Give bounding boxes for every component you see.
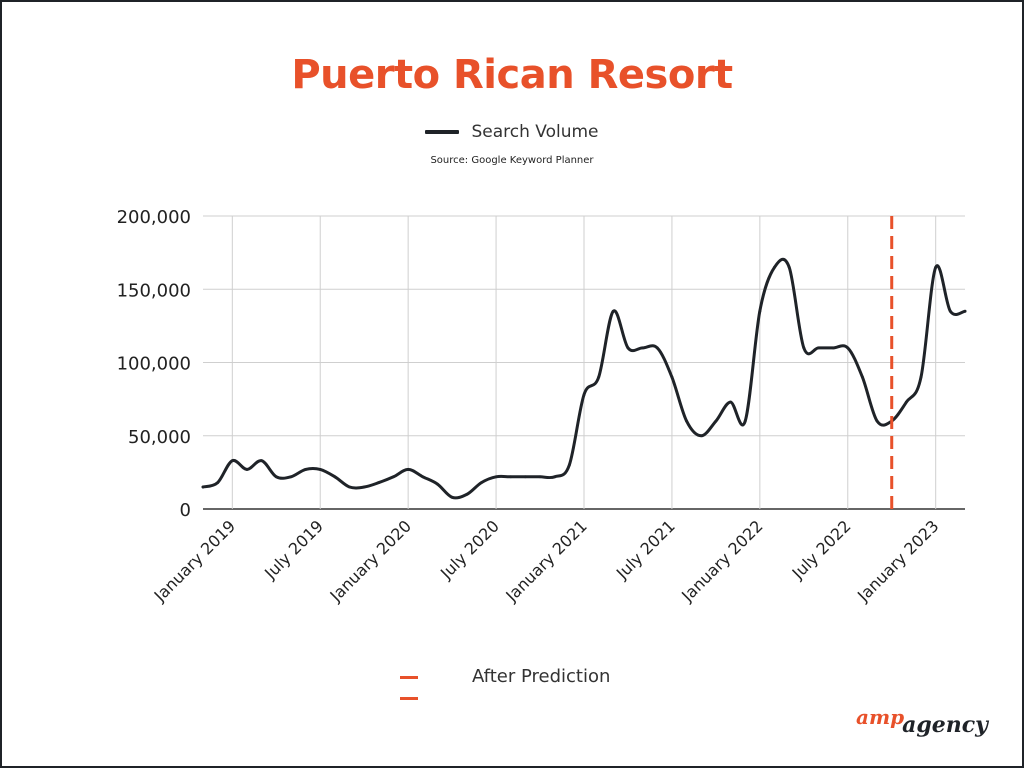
data-point bbox=[377, 481, 381, 485]
y-tick-label: 0 bbox=[180, 500, 191, 521]
data-point bbox=[919, 375, 923, 379]
data-point bbox=[831, 346, 835, 350]
data-point bbox=[714, 419, 718, 423]
legend-series-label: Search Volume bbox=[471, 122, 599, 142]
data-point bbox=[406, 468, 410, 471]
data-point bbox=[289, 475, 293, 479]
data-point bbox=[304, 468, 307, 471]
x-tick-label: July 2019 bbox=[260, 516, 327, 583]
data-point bbox=[670, 375, 674, 379]
data-point bbox=[802, 346, 806, 350]
data-point bbox=[421, 475, 425, 479]
x-tick-label: July 2020 bbox=[436, 516, 503, 583]
data-point bbox=[436, 482, 439, 486]
logo-agency: agency bbox=[902, 712, 988, 738]
data-point bbox=[699, 434, 703, 438]
data-point bbox=[260, 459, 264, 463]
chart-source: Source: Google Keyword Planner bbox=[430, 155, 594, 166]
data-point bbox=[201, 485, 205, 489]
data-point bbox=[948, 309, 952, 313]
data-point bbox=[626, 346, 630, 350]
data-point bbox=[274, 475, 278, 479]
data-point bbox=[904, 400, 908, 404]
data-point bbox=[245, 468, 249, 471]
legend-dash-swatch bbox=[400, 675, 448, 700]
data-point bbox=[773, 265, 776, 269]
legend-line-swatch bbox=[425, 130, 460, 134]
data-point bbox=[611, 309, 615, 313]
data-point bbox=[787, 265, 791, 269]
data-point bbox=[480, 481, 483, 485]
amp-agency-logo: ampagency bbox=[856, 704, 988, 738]
data-point bbox=[963, 309, 967, 313]
data-point bbox=[641, 346, 645, 350]
data-point bbox=[553, 475, 557, 479]
data-point bbox=[934, 265, 938, 269]
x-tick-label: January 2022 bbox=[677, 516, 766, 605]
logo-amp: amp bbox=[856, 705, 905, 729]
data-point bbox=[494, 475, 498, 479]
data-point bbox=[743, 419, 747, 423]
legend-search-volume: Search Volume bbox=[2, 122, 1022, 142]
data-point bbox=[392, 475, 395, 479]
x-tick-label: January 2023 bbox=[853, 516, 942, 605]
data-point bbox=[230, 459, 234, 463]
data-point bbox=[465, 492, 469, 496]
data-point bbox=[523, 475, 527, 479]
x-tick-label: July 2022 bbox=[788, 516, 855, 583]
x-tick-label: January 2020 bbox=[326, 516, 415, 605]
chart-title: Puerto Rican Resort bbox=[291, 52, 733, 98]
data-point bbox=[817, 346, 820, 350]
data-point bbox=[597, 375, 601, 379]
data-point bbox=[655, 346, 659, 350]
data-point bbox=[846, 346, 850, 350]
data-point bbox=[758, 309, 762, 313]
x-tick-label: July 2021 bbox=[612, 516, 679, 583]
data-point bbox=[509, 475, 513, 479]
data-point bbox=[348, 485, 351, 489]
data-point bbox=[875, 419, 879, 423]
data-point bbox=[729, 400, 732, 404]
x-tick-label: January 2021 bbox=[501, 516, 590, 605]
y-tick-label: 100,000 bbox=[117, 354, 191, 375]
data-point bbox=[333, 475, 337, 479]
data-point bbox=[362, 485, 366, 489]
data-point bbox=[216, 481, 220, 485]
data-point bbox=[318, 468, 322, 471]
data-point bbox=[685, 419, 688, 423]
data-point bbox=[450, 495, 454, 499]
data-point bbox=[538, 475, 542, 479]
data-point bbox=[567, 463, 571, 467]
legend-after-prediction: After Prediction bbox=[400, 666, 611, 700]
x-tick-label: January 2019 bbox=[150, 516, 239, 605]
y-tick-label: 50,000 bbox=[128, 427, 191, 448]
y-tick-label: 200,000 bbox=[117, 207, 191, 228]
legend-prediction-label: After Prediction bbox=[472, 666, 611, 687]
data-point bbox=[582, 393, 586, 397]
data-point bbox=[861, 375, 864, 379]
y-tick-label: 150,000 bbox=[117, 280, 191, 301]
